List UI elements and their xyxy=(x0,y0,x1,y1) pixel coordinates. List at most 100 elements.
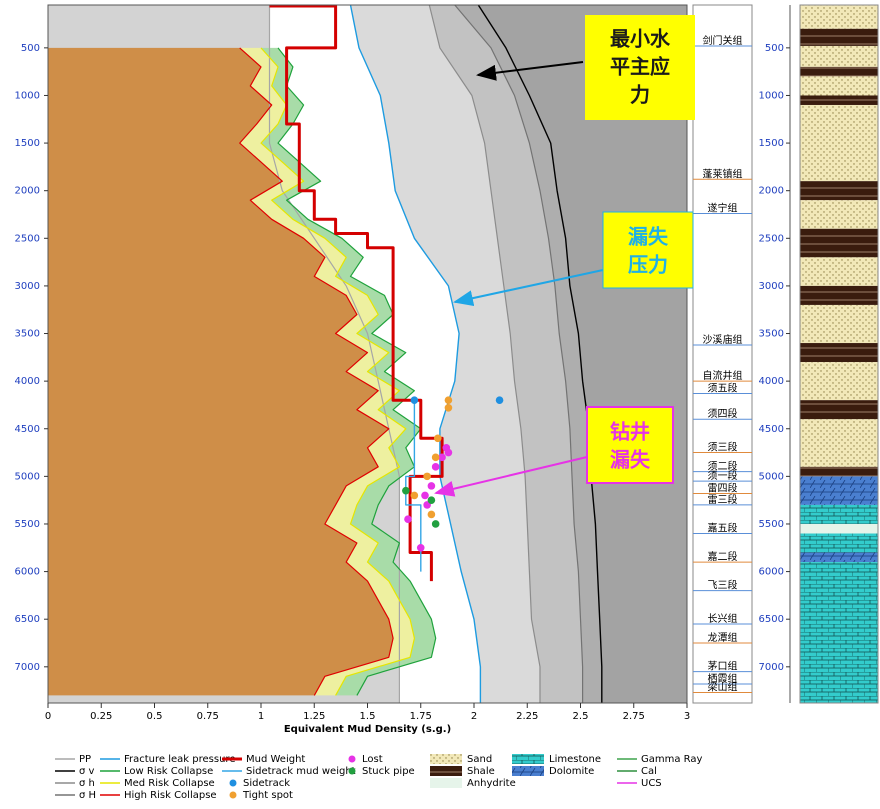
formation-name: 雷三段 xyxy=(708,493,738,506)
y-tick-label: 6000 xyxy=(759,567,784,578)
lithology-interval xyxy=(800,76,878,96)
formation-name: 飞三段 xyxy=(708,579,738,592)
legend-swatch xyxy=(348,767,356,775)
series-line xyxy=(428,4,541,703)
y-tick-label: 5000 xyxy=(759,471,784,482)
lithology-interval xyxy=(800,257,878,286)
event-point xyxy=(421,491,429,500)
formation-name: 沙溪庙组 xyxy=(703,333,743,346)
y-tick-label: 3500 xyxy=(759,329,784,340)
lithology-interval xyxy=(800,104,878,182)
legend-label: PP xyxy=(79,754,91,765)
event-point xyxy=(427,496,436,504)
lithology-interval xyxy=(800,562,878,703)
y-tick-label: 4000 xyxy=(759,376,784,387)
y-tick-label: 1000 xyxy=(15,90,40,101)
legend-label: Tight spot xyxy=(242,790,293,801)
formation-name: 须四段 xyxy=(708,407,738,420)
lithology-interval xyxy=(800,466,878,477)
lithology-interval xyxy=(800,5,878,29)
y-tick-label: 3500 xyxy=(15,329,40,340)
annotation-box xyxy=(586,406,674,484)
legend-swatch xyxy=(229,779,237,787)
region-fill xyxy=(478,5,687,703)
lithology-interval xyxy=(800,45,878,67)
annotation-box xyxy=(602,211,694,289)
legend-label: Low Risk Collapse xyxy=(124,766,213,777)
event-point xyxy=(427,510,436,519)
formation-name: 嘉五段 xyxy=(708,521,738,534)
legend-label: Mud Weight xyxy=(246,754,305,765)
series-line xyxy=(277,47,437,696)
legend-swatch xyxy=(348,755,356,763)
y-tick-label: 4000 xyxy=(15,376,40,387)
legend-label: Med Risk Collapse xyxy=(124,778,215,789)
formation-name: 梁山组 xyxy=(708,681,738,694)
lithology-interval xyxy=(800,95,878,105)
x-tick-label: 0.75 xyxy=(197,711,219,722)
formation-name: 须二段 xyxy=(708,460,738,473)
x-tick-label: 2 xyxy=(471,711,477,722)
event-point xyxy=(423,472,431,481)
region-fill xyxy=(350,5,540,703)
legend-label: Gamma Ray xyxy=(641,754,703,765)
lithology-interval xyxy=(800,362,878,401)
collapse-fill xyxy=(239,47,415,696)
y-tick-label: 1500 xyxy=(759,138,784,149)
region-fill xyxy=(454,5,602,703)
annotation-text: 漏失 xyxy=(610,448,651,472)
y-tick-label: 7000 xyxy=(15,662,40,673)
x-tick-label: 1 xyxy=(258,711,264,722)
x-tick-label: 1.25 xyxy=(303,711,325,722)
y-tick-label: 6500 xyxy=(15,614,40,625)
x-tick-label: 0 xyxy=(45,711,51,722)
formation-name: 龙潭组 xyxy=(708,631,738,644)
legend-swatch xyxy=(430,754,462,764)
formation-name: 遂宁组 xyxy=(708,202,738,215)
formation-name: 自流井组 xyxy=(703,369,743,382)
series-line xyxy=(454,4,584,703)
legend-swatch xyxy=(430,766,462,776)
legend-label: Fracture leak pressure xyxy=(124,754,235,765)
series-line xyxy=(239,47,394,696)
x-tick-label: 2.5 xyxy=(573,711,589,722)
annotation-text: 平主应 xyxy=(610,55,670,79)
lithology-frame xyxy=(799,4,879,704)
y-tick-label: 2500 xyxy=(759,233,784,244)
x-tick-label: 2.75 xyxy=(623,711,645,722)
x-tick-label: 2.25 xyxy=(516,711,538,722)
y-tick-label: 3000 xyxy=(759,281,784,292)
event-point xyxy=(444,448,453,457)
x-tick-label: 3 xyxy=(684,711,690,722)
legend-label: σ H xyxy=(79,790,96,801)
event-point xyxy=(495,396,504,404)
y-tick-label: 5500 xyxy=(759,519,784,530)
lithology-interval xyxy=(800,533,878,553)
formation-name: 长兴组 xyxy=(708,612,738,625)
lithology-interval xyxy=(800,304,878,344)
annotation-text: 钻井 xyxy=(610,420,650,444)
legend-label: Limestone xyxy=(549,754,601,765)
event-point xyxy=(433,434,442,443)
x-axis-title: Equivalent Mud Density (s.g.) xyxy=(284,724,451,735)
formation-name: 剑门关组 xyxy=(703,34,743,47)
legend-label: UCS xyxy=(641,778,662,789)
lithology-interval xyxy=(800,28,878,46)
lithology-interval xyxy=(800,504,878,524)
formation-name: 须五段 xyxy=(708,382,738,395)
event-point xyxy=(416,543,425,552)
formation-name: 蓬莱镇组 xyxy=(703,167,743,180)
legend-label: σ v xyxy=(79,766,95,777)
y-tick-label: 2000 xyxy=(759,186,784,197)
y-tick-label: 4500 xyxy=(759,424,784,435)
y-tick-label: 500 xyxy=(21,43,40,54)
x-tick-label: 1.75 xyxy=(410,711,432,722)
y-tick-label: 4500 xyxy=(15,424,40,435)
y-tick-label: 500 xyxy=(765,43,784,54)
legend-label: Anhydrite xyxy=(467,778,516,789)
legend-swatch xyxy=(430,778,462,788)
legend-swatch xyxy=(229,791,237,799)
x-tick-label: 1.5 xyxy=(360,711,376,722)
